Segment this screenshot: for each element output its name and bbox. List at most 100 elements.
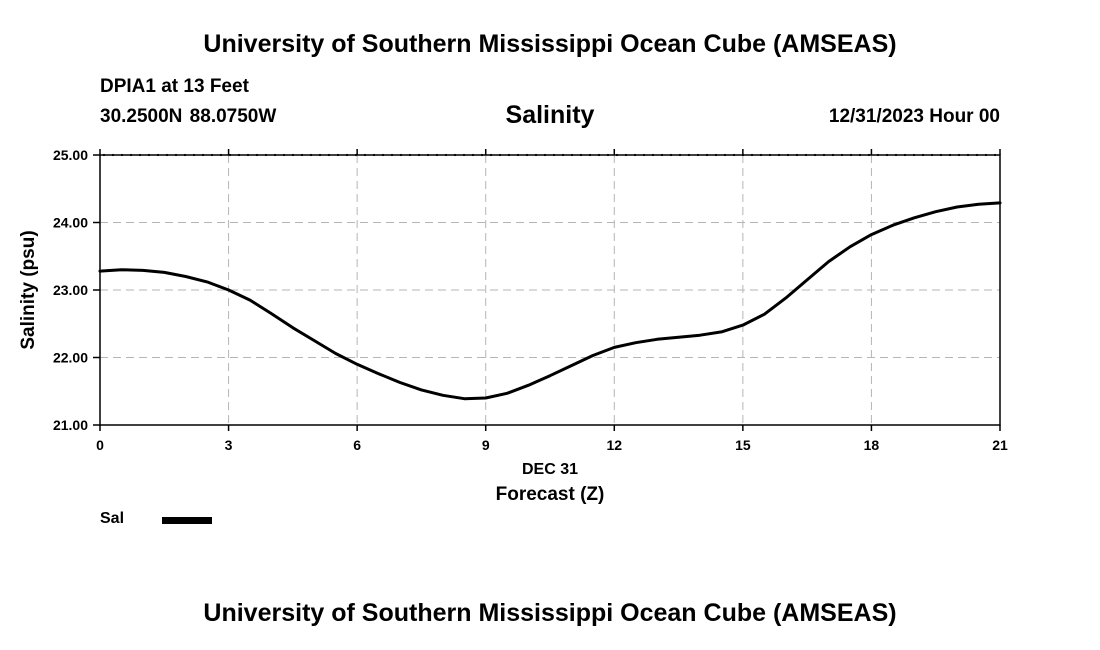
top-border-dot (615, 153, 619, 157)
top-border-dot (606, 153, 610, 157)
top-border-dot (624, 153, 628, 157)
top-border-dot (453, 153, 457, 157)
top-border-dot (552, 153, 556, 157)
top-border-dot (651, 153, 655, 157)
forecast-datetime: 12/31/2023 Hour 00 (828, 106, 1000, 127)
top-border-dot (750, 153, 754, 157)
plot-title: Salinity (505, 101, 595, 129)
y-tick-label: 23.00 (53, 282, 88, 298)
top-border-dot (255, 153, 259, 157)
top-border-dot (849, 153, 853, 157)
legend-line-swatch (162, 517, 212, 524)
top-border-dot (120, 153, 124, 157)
top-border-dot (525, 153, 529, 157)
top-border-dot (984, 153, 988, 157)
top-border-dot (102, 153, 106, 157)
top-border-dot (156, 153, 160, 157)
top-border-dot (246, 153, 250, 157)
top-border-dot (642, 153, 646, 157)
top-border-dot (498, 153, 502, 157)
top-border-dot (714, 153, 718, 157)
top-border-dot (696, 153, 700, 157)
top-border-dot (975, 153, 979, 157)
y-tick-label: 21.00 (53, 417, 88, 433)
top-border-dot (201, 153, 205, 157)
grid-layer (100, 155, 1000, 425)
x-tick-label: 21 (992, 437, 1008, 453)
top-border-dot (444, 153, 448, 157)
top-border-dot (192, 153, 196, 157)
x-tick-label: 6 (353, 437, 361, 453)
top-border-dot (489, 153, 493, 157)
top-border-dot (111, 153, 115, 157)
top-border-dot (138, 153, 142, 157)
series-layer (98, 201, 1002, 401)
top-border-dot (174, 153, 178, 157)
top-border-dot (768, 153, 772, 157)
top-border-dot (561, 153, 565, 157)
axis-labels: 0 3 6 9 12 15 18 21 21.00 22.00 23.00 24.00 25.00 DEC… (18, 147, 1008, 505)
top-border-dot (732, 153, 736, 157)
top-border-dot (939, 153, 943, 157)
top-border-dot (804, 153, 808, 157)
top-border-dot (786, 153, 790, 157)
top-border-dot (309, 153, 313, 157)
top-border-dot (300, 153, 304, 157)
top-border-dot (417, 153, 421, 157)
top-border-dot (930, 153, 934, 157)
top-border-dot (678, 153, 682, 157)
top-border-dot (858, 153, 862, 157)
top-border-dot (471, 153, 475, 157)
top-border-dot (345, 153, 349, 157)
top-border-dot (669, 153, 673, 157)
x-tick-label: 0 (96, 437, 104, 453)
top-border-dot (570, 153, 574, 157)
top-border-dot (327, 153, 331, 157)
chart-title-top: University of Southern Mississippi Ocean… (203, 30, 897, 58)
top-border-dot (381, 153, 385, 157)
top-border-dot (318, 153, 322, 157)
top-border-dot (507, 153, 511, 157)
salinity-series-line (98, 201, 1002, 401)
y-axis-label: Salinity (psu) (18, 230, 39, 349)
top-border-dot (876, 153, 880, 157)
top-border-dot (390, 153, 394, 157)
station-coordinates: 30.2500N 88.0750W (100, 106, 277, 127)
x-tick-label: 9 (482, 437, 490, 453)
top-border-dot (813, 153, 817, 157)
top-border-dot (759, 153, 763, 157)
top-border-dot (147, 153, 151, 157)
top-border-dot (903, 153, 907, 157)
top-border-dot (264, 153, 268, 157)
top-border-dot (426, 153, 430, 157)
top-border-dot (867, 153, 871, 157)
top-border-dot (579, 153, 583, 157)
top-border-dot (237, 153, 241, 157)
top-border-dot (183, 153, 187, 157)
y-tick-label: 25.00 (53, 147, 88, 163)
top-border-dot (588, 153, 592, 157)
top-border-dot (948, 153, 952, 157)
top-border-dot (282, 153, 286, 157)
top-border-dot (480, 153, 484, 157)
top-border-dot (705, 153, 709, 157)
top-border-dot (885, 153, 889, 157)
top-border-dot (543, 153, 547, 157)
top-border-dot (435, 153, 439, 157)
top-border-dot (408, 153, 412, 157)
top-border-dot (831, 153, 835, 157)
top-border-dot (462, 153, 466, 157)
top-border-dots (102, 153, 997, 157)
top-border-dot (165, 153, 169, 157)
top-border-dot (921, 153, 925, 157)
top-border-dot (336, 153, 340, 157)
top-border-dot (399, 153, 403, 157)
top-border-dot (633, 153, 637, 157)
top-border-dot (966, 153, 970, 157)
station-label: DPIA1 at 13 Feet (100, 76, 249, 97)
top-border-dot (597, 153, 601, 157)
axis-ticks (93, 149, 1001, 431)
x-tick-label: 15 (735, 437, 751, 453)
top-border-dot (228, 153, 232, 157)
